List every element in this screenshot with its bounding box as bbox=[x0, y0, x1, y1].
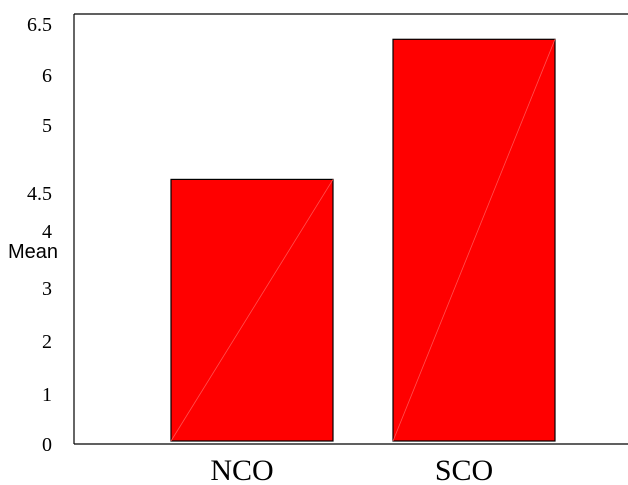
bar-hatch-line bbox=[170, 179, 334, 442]
x-category-labels: NCO SCO bbox=[210, 454, 493, 485]
x-tick-label-sco: SCO bbox=[435, 454, 493, 485]
x-tick-label-nco: NCO bbox=[210, 454, 273, 485]
y-tick-labels: 0 1 2 3 4 4.5 5 6 6.5 bbox=[27, 14, 52, 456]
y-tick-label: 6.5 bbox=[27, 14, 52, 36]
y-tick-label: 6 bbox=[42, 65, 52, 87]
y-axis-title: Mean bbox=[8, 241, 58, 263]
y-tick-label: 1 bbox=[42, 384, 52, 406]
y-tick-label: 2 bbox=[42, 331, 52, 353]
y-tick-label: 5 bbox=[42, 115, 52, 137]
y-tick-label: 3 bbox=[42, 278, 52, 300]
y-tick-label: 0 bbox=[42, 434, 52, 456]
bars-group bbox=[170, 38, 556, 442]
y-tick-label: 4.5 bbox=[27, 183, 52, 205]
y-tick-label: 4 bbox=[42, 221, 52, 243]
bar-hatch-line bbox=[392, 39, 556, 442]
